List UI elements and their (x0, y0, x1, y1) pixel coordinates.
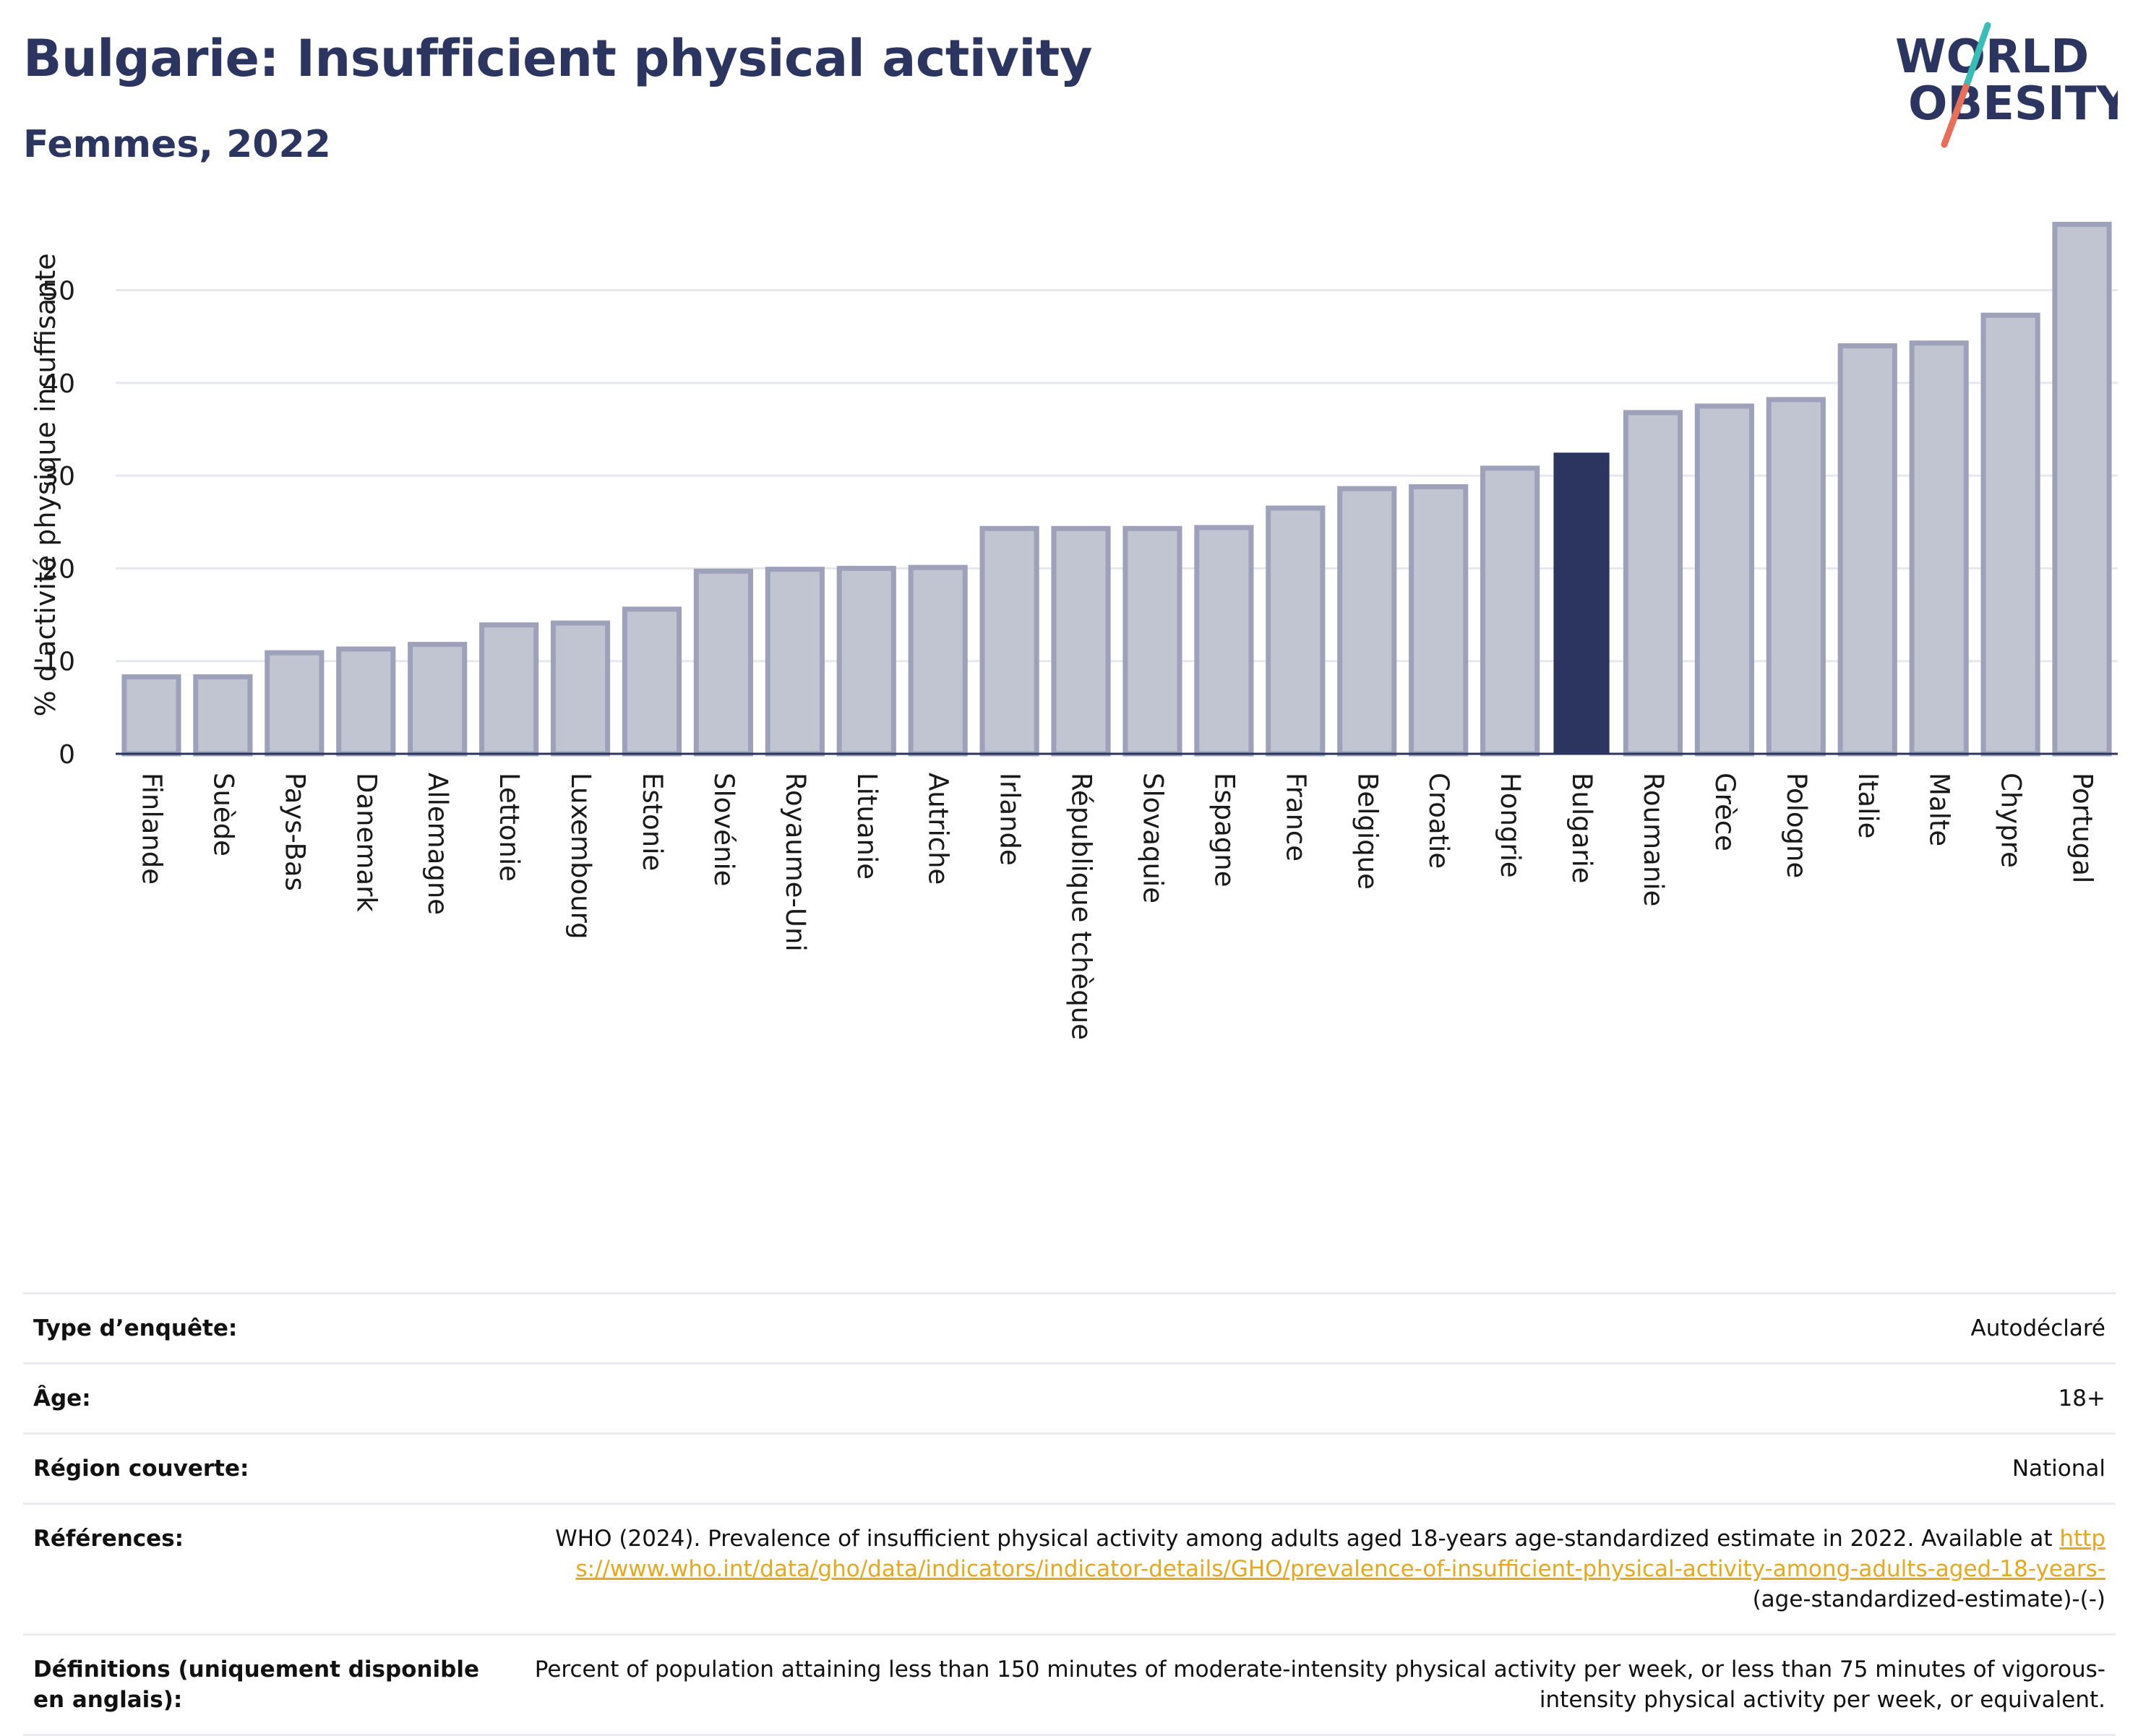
x-tick-label: Pays-Bas (279, 773, 310, 891)
meta-label: Définitions (uniquement disponible en an… (23, 1633, 520, 1736)
meta-row-region: Région couverte: National (23, 1432, 2116, 1505)
x-tick-label: Chypre (1996, 773, 2027, 868)
bar-lettonie (479, 622, 539, 757)
x-tick-label: Allemagne (422, 773, 453, 915)
bar-italie (1837, 343, 1897, 757)
x-tick-label: Autriche (923, 773, 954, 885)
x-tick-label: Finlande (136, 773, 167, 885)
meta-label: Type d’enquête: (23, 1292, 520, 1365)
x-tick-label: Suède (207, 773, 239, 856)
y-tick-label: 50 (42, 277, 75, 306)
bar-hongrie (1480, 465, 1540, 757)
x-tick-label: Lettonie (494, 773, 525, 882)
x-tick-label: Luxembourg (565, 773, 596, 940)
chart-title: Bulgarie: Insufficient physical activity (23, 29, 1093, 88)
x-tick-label: Roumanie (1638, 773, 1669, 906)
bar-allemagne (408, 642, 468, 757)
x-tick-label: Estonie (637, 773, 668, 871)
x-tick-label: Pologne (1781, 773, 1812, 878)
x-tick-label: Grèce (1709, 773, 1740, 851)
x-tick-label: Espagne (1208, 773, 1240, 888)
bar-danemark (336, 646, 396, 757)
bar-france (1266, 505, 1326, 757)
bar-portugal (2052, 221, 2112, 757)
meta-value: 18+ (520, 1362, 2116, 1435)
y-tick-label: 30 (42, 462, 75, 491)
bar-roumanie (1623, 410, 1683, 757)
x-tick-label: Lituanie (851, 773, 883, 880)
bar-gr-ce (1694, 403, 1754, 757)
meta-value: Autodéclaré (520, 1292, 2116, 1365)
logo-slash-bottom (1941, 83, 1970, 148)
meta-label: Références: (23, 1503, 520, 1636)
x-tick-label: Royaume-Uni (780, 773, 811, 952)
logo-word-obesity: OBESITY (1908, 77, 2118, 131)
x-tick-label: Portugal (2067, 773, 2098, 883)
meta-value: Percent of population attaining less tha… (520, 1633, 2116, 1736)
bar-slov-nie (693, 568, 753, 757)
bar-autriche (908, 564, 968, 757)
meta-value: National (520, 1432, 2116, 1505)
y-tick-label: 10 (42, 648, 75, 677)
logo-word-world: WORLD (1895, 30, 2089, 84)
y-tick-label: 40 (42, 369, 75, 399)
logo-slash-top (1962, 22, 1991, 90)
x-tick-label: Malte (1924, 773, 1955, 846)
bar-r-publique-tch-que (1051, 525, 1111, 757)
x-tick-label: République tchèque (1066, 773, 1097, 1040)
bar-su-de (193, 674, 253, 757)
meta-row-references: Références: WHO (2024). Prevalence of in… (23, 1503, 2116, 1636)
meta-row-survey-type: Type d’enquête: Autodéclaré (23, 1292, 2116, 1365)
x-tick-label: Slovénie (708, 773, 739, 887)
reference-link[interactable]: https://www.who.int/data/gho/data/indica… (575, 1526, 2105, 1582)
bar-irlande (979, 525, 1039, 757)
metadata-table: Type d’enquête: Autodéclaré Âge: 18+ Rég… (23, 1292, 2116, 1736)
x-tick-label: Croatie (1423, 773, 1454, 869)
reference-suffix: (age-standardized-estimate)-(-) (1752, 1586, 2105, 1612)
bar-bulgarie (1553, 452, 1610, 755)
bar-malte (1909, 340, 1969, 757)
x-tick-label: Bulgarie (1566, 773, 1597, 884)
bar-chart: 0 10 20 30 40 50 Finlande Suède Pays-Bas Danemar… (30, 221, 2118, 1040)
bar-estonie (622, 606, 682, 757)
y-tick-label: 20 (42, 554, 75, 584)
x-tick-labels: Finlande Suède Pays-Bas Danemark Allemagne Le… (136, 773, 2098, 1040)
x-tick-label: France (1280, 773, 1311, 861)
world-obesity-logo: WORLD OBESITY (1895, 22, 2118, 148)
bar-belgique (1337, 486, 1397, 757)
bar-luxembourg (550, 620, 611, 757)
y-tick-labels: 0 10 20 30 40 50 (42, 277, 75, 770)
bar-royaume-uni (765, 567, 825, 757)
meta-label: Âge: (23, 1362, 520, 1435)
bar-espagne (1194, 525, 1254, 757)
x-tick-label: Danemark (351, 773, 382, 912)
meta-label: Région couverte: (23, 1432, 520, 1505)
reference-text: WHO (2024). Prevalence of insufficient p… (555, 1526, 2053, 1552)
x-tick-label: Belgique (1352, 773, 1383, 890)
x-tick-label: Slovaquie (1137, 773, 1168, 903)
bar-pologne (1766, 397, 1826, 757)
bar-finlande (121, 674, 181, 757)
meta-row-age: Âge: 18+ (23, 1362, 2116, 1435)
bar-slovaquie (1122, 525, 1182, 757)
bar-pays-bas (265, 650, 325, 757)
bar-chypre (1980, 312, 2040, 757)
meta-value: WHO (2024). Prevalence of insufficient p… (520, 1503, 2116, 1636)
x-tick-label: Italie (1852, 773, 1884, 838)
bar-lituanie (836, 565, 896, 757)
y-axis-label: % d'activité physique insuffisante (30, 253, 61, 716)
bars (121, 221, 2112, 757)
x-tick-label: Irlande (995, 773, 1026, 866)
meta-row-definitions: Définitions (uniquement disponible en an… (23, 1633, 2116, 1736)
bar-croatie (1409, 484, 1469, 757)
x-tick-label: Hongrie (1495, 773, 1526, 878)
chart-subtitle: Femmes, 2022 (23, 123, 331, 166)
y-tick-label: 0 (59, 740, 75, 770)
